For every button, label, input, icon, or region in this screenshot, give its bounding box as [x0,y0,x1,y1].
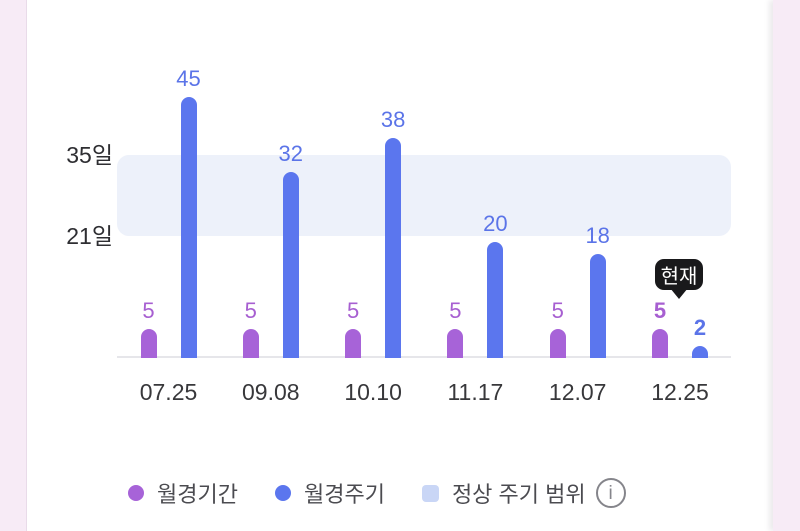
period-bar-11.17[interactable] [447,329,464,358]
period-swatch-dot [128,485,144,501]
x-axis-line [117,356,731,358]
period-value-label: 5 [653,298,667,323]
legend-label-normal-range: 정상 주기 범위 [451,482,586,507]
cycle-value-label: 18 [585,223,610,248]
legend-item-normal-range: 정상 주기 범위 i [421,477,626,509]
current-marker-label: 현재 [660,266,698,288]
period-bar-09.08[interactable] [242,329,259,358]
cycle-bar-10.10[interactable] [385,138,402,358]
x-axis-label-12.07: 12.07 [548,379,607,405]
right-page-edge [773,0,800,531]
period-value-label: 5 [142,298,155,323]
current-marker-tooltip: 현재 [655,259,703,290]
cycle-bar-11.17[interactable] [487,242,504,358]
cycle-bar-07.25[interactable] [180,97,197,358]
cycle-value-label: 20 [483,211,508,236]
cycle-value-label: 45 [176,66,201,91]
period-bar-12.25[interactable] [652,329,668,358]
cycle-bar-12.25[interactable] [692,346,708,358]
period-value-label: 5 [346,298,360,323]
legend-item-period: 월경기간 [128,477,238,509]
chart-legend: 월경기간 월경주기 정상 주기 범위 i [128,477,626,509]
legend-label-period: 월경기간 [157,482,238,507]
period-value-label: 5 [449,298,462,323]
y-axis-tick-21: 21일 [66,223,113,249]
x-axis-label-10.10: 10.10 [344,379,402,405]
cycle-swatch-dot [274,485,291,501]
x-axis-label-07.25: 07.25 [139,379,198,405]
period-bar-12.07[interactable] [549,329,566,358]
x-axis-label-12.25: 12.25 [651,379,709,405]
cycle-bar-12.07[interactable] [589,254,606,358]
left-page-edge [0,0,27,531]
period-bar-07.25[interactable] [140,329,157,358]
legend-label-cycle: 월경주기 [303,482,385,507]
cycle-value-label: 2 [693,315,707,340]
legend-item-cycle: 월경주기 [274,477,385,509]
cycle-value-label: 32 [278,141,304,166]
cycle-value-label: 38 [380,107,406,132]
period-value-label: 5 [244,298,257,323]
x-axis-label-09.08: 09.08 [242,379,300,405]
normal-cycle-range-band [117,155,731,237]
current-marker-tooltip-tail [670,288,688,299]
normal-range-swatch-square [421,484,439,502]
period-value-label: 5 [551,298,564,323]
x-axis-label-11.17: 11.17 [447,379,504,405]
period-bar-10.10[interactable] [345,329,362,358]
info-circle-icon[interactable]: i [595,478,626,508]
y-axis-tick-35: 35일 [66,142,113,168]
cycle-bar-09.08[interactable] [282,172,299,358]
